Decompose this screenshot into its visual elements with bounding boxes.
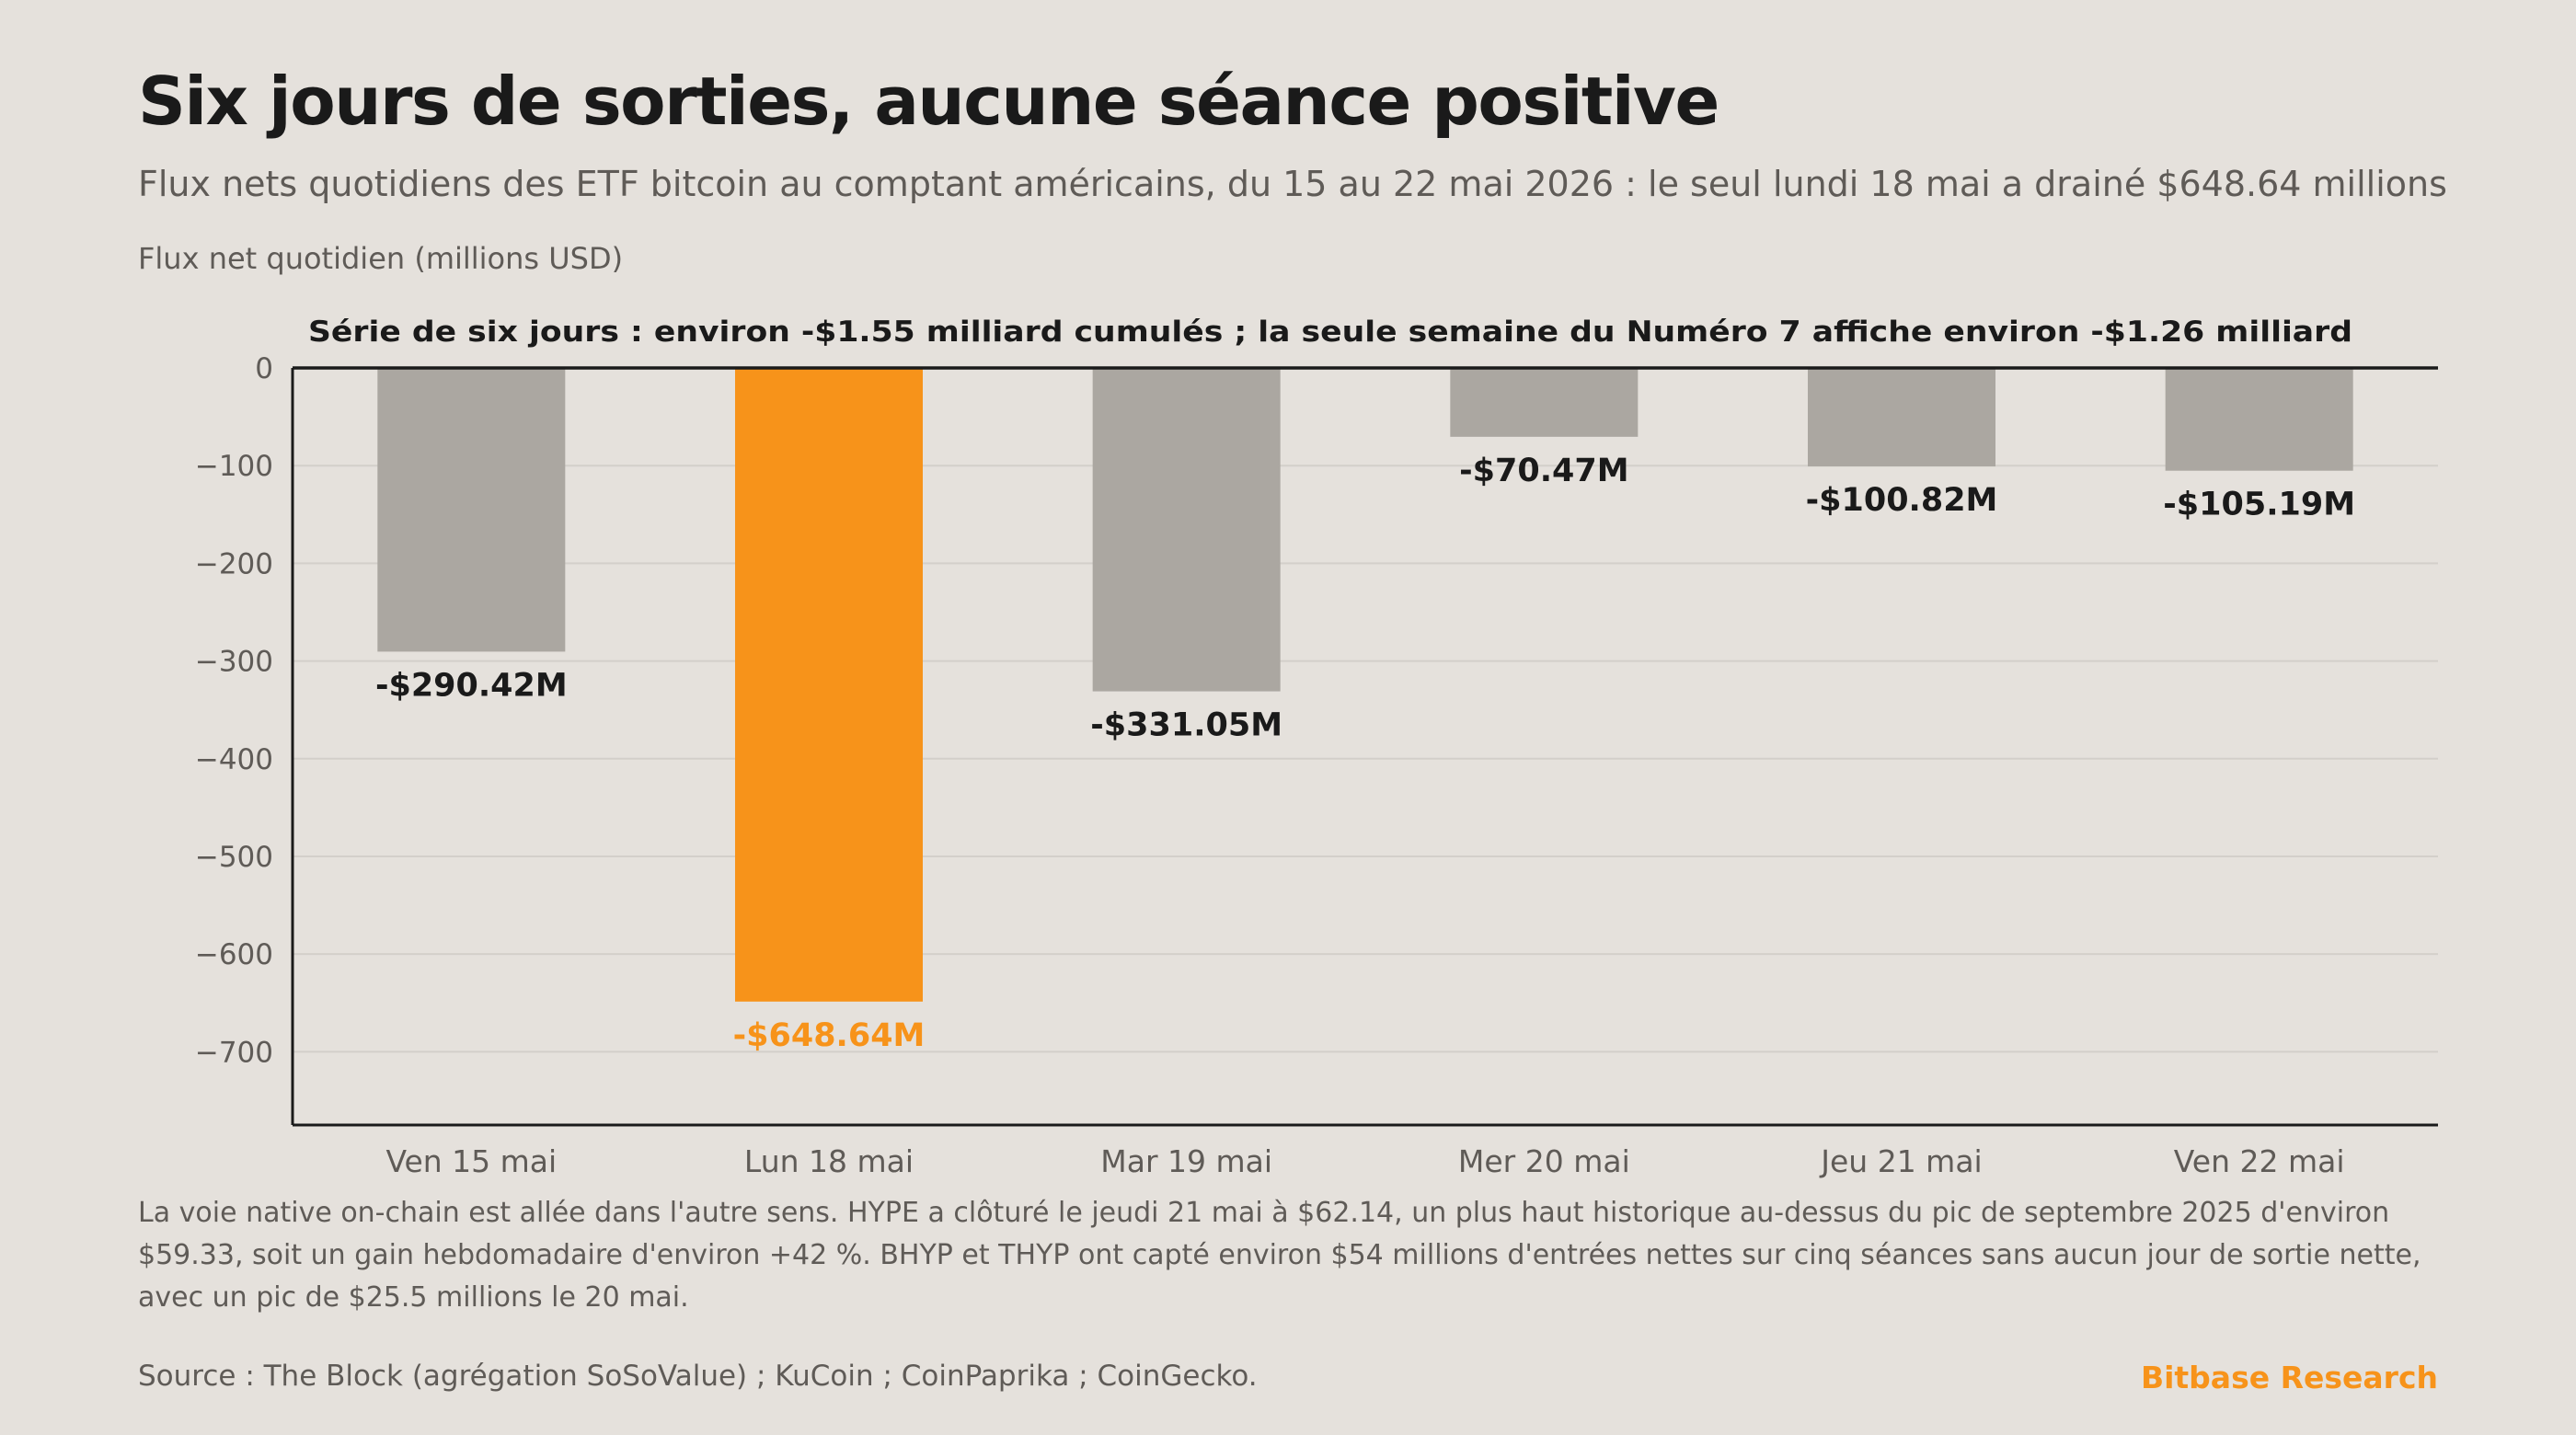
x-tick-label: Lun 18 mai [744, 1143, 914, 1179]
x-tick-label: Ven 22 mai [2174, 1143, 2345, 1179]
chart-subtitle: Flux nets quotidiens des ETF bitcoin au … [138, 164, 2447, 204]
bar [1092, 368, 1281, 692]
y-tick-label: −200 [195, 547, 273, 580]
bar-value-label: -$648.64M [733, 1017, 926, 1054]
y-tick-label: 0 [255, 352, 273, 385]
bar-value-label: -$290.42M [375, 667, 568, 704]
y-tick-label: −700 [195, 1036, 273, 1069]
bar-value-label: -$70.47M [1459, 453, 1628, 489]
y-tick-label: −500 [195, 841, 273, 874]
x-tick-label: Ven 15 mai [385, 1143, 557, 1179]
footnote-text: La voie native on-chain est allée dans l… [138, 1197, 2421, 1314]
bar [377, 368, 566, 652]
x-tick-label: Jeu 21 mai [1819, 1143, 1982, 1179]
bar-chart: 0 −100 −200 −300 −400 −500 −600 −700 -$290.42M Ve… [195, 316, 2438, 1179]
x-tick-label: Mar 19 mai [1100, 1143, 1272, 1179]
bar [1450, 368, 1639, 437]
chart-title: Six jours de sorties, aucune séance posi… [138, 63, 1719, 140]
y-tick-label: −400 [195, 743, 273, 776]
bar-value-label: -$331.05M [1090, 707, 1282, 744]
y-tick-label: −300 [195, 646, 273, 679]
bar-value-label: -$105.19M [2163, 487, 2355, 523]
source-text: Source : The Block (agrégation SoSoValue… [138, 1360, 1258, 1393]
bar [2165, 368, 2353, 471]
bar [1808, 368, 1995, 467]
y-tick-label: −600 [195, 938, 273, 971]
y-axis-label: Flux net quotidien (millions USD) [138, 241, 624, 276]
bar-value-label: -$100.82M [1806, 482, 1998, 519]
x-tick-label: Mer 20 mai [1458, 1143, 1630, 1179]
brand-logo-text: Bitbase Research [2140, 1360, 2438, 1395]
bar [735, 368, 923, 1002]
y-tick-label: −100 [195, 450, 273, 483]
chart-annotation: Série de six jours : environ -$1.55 mill… [308, 316, 2352, 349]
